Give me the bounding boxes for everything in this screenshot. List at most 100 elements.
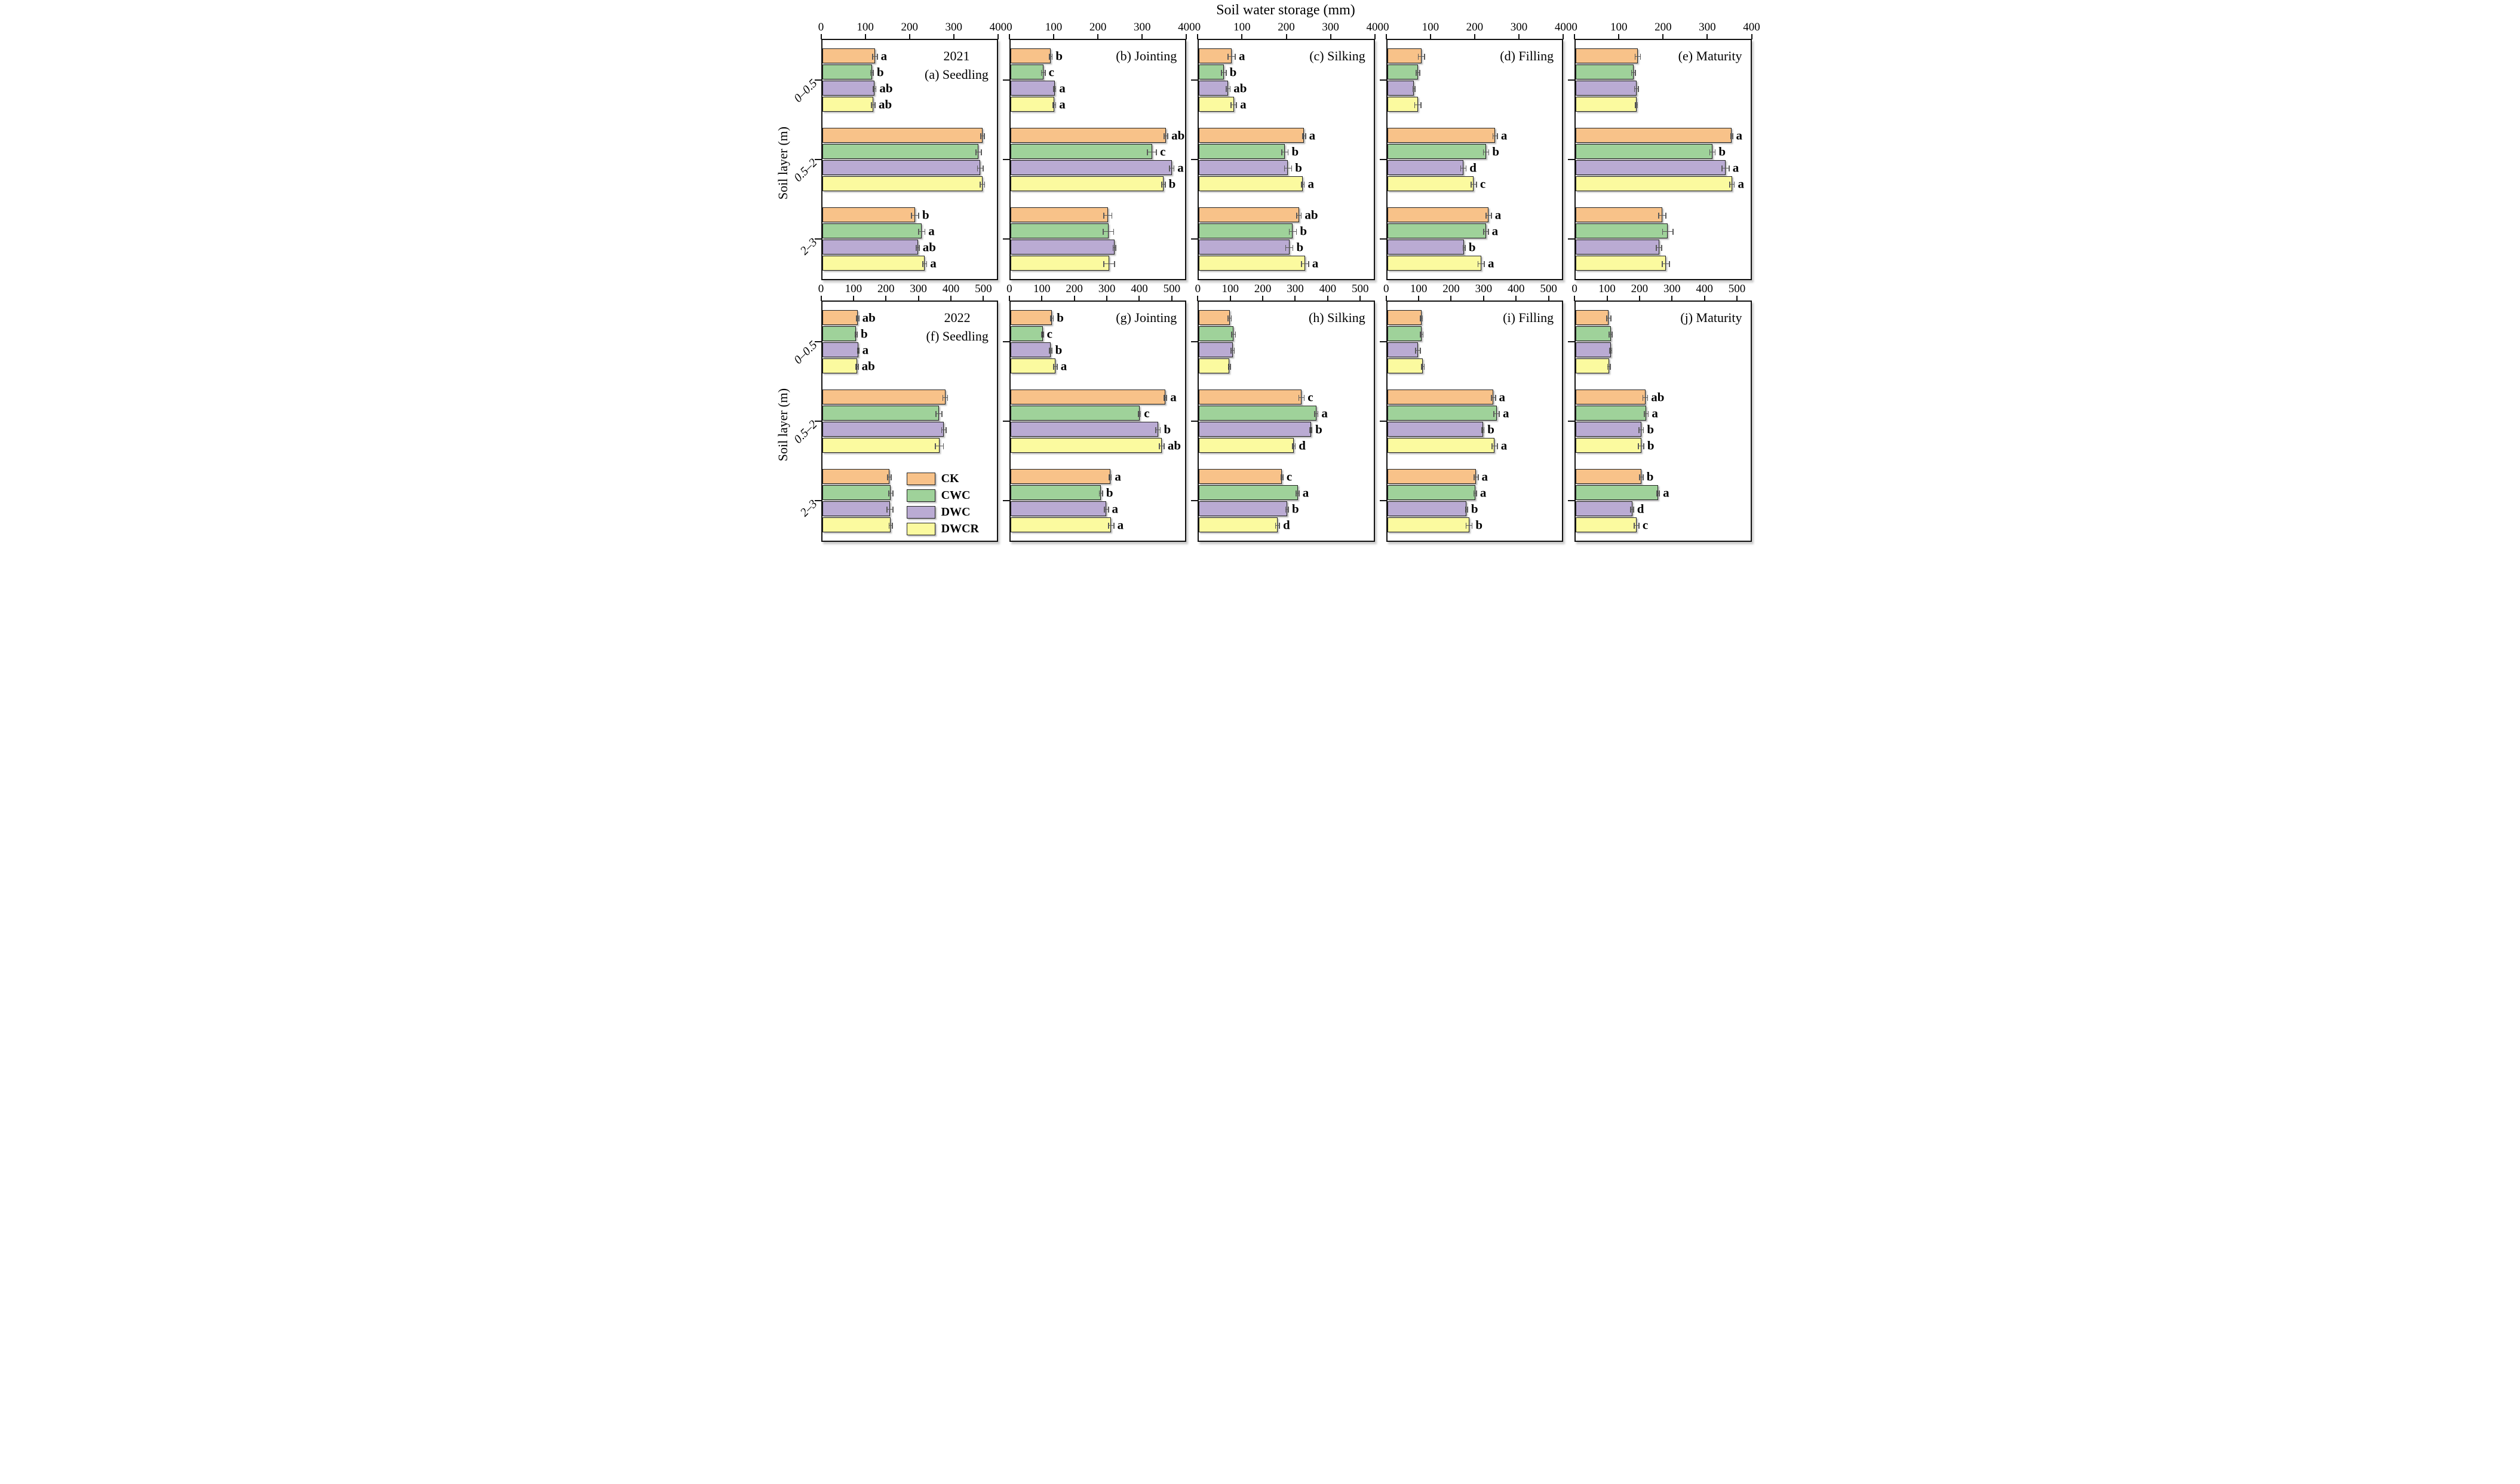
panel-title: (b) Jointing bbox=[1116, 47, 1177, 66]
bar-row: c bbox=[1010, 143, 1185, 160]
sig-letter: b bbox=[1106, 485, 1113, 499]
legend-item-DWCR: DWCR bbox=[906, 522, 979, 536]
soil-water-storage-figure: Soil water storage (mm) Soil layer (m) 0 1… bbox=[763, 0, 1760, 554]
bar-row bbox=[1387, 326, 1562, 342]
error-bar bbox=[1471, 181, 1477, 188]
bar-row: b bbox=[1199, 501, 1373, 517]
bar-DWC bbox=[1387, 342, 1419, 357]
y-tick-mark bbox=[1568, 158, 1576, 161]
axis-tick-label: 0 bbox=[1195, 283, 1201, 295]
error-bar bbox=[1634, 522, 1640, 529]
error-bar bbox=[1230, 347, 1235, 354]
chart-title: Soil water storage (mm) bbox=[1216, 2, 1355, 18]
bar-row bbox=[1010, 239, 1185, 255]
axis-tick-label: 300 bbox=[1510, 21, 1528, 33]
panel-tag: (i) Filling bbox=[1503, 310, 1554, 325]
bar-DWCR bbox=[822, 438, 940, 453]
axis-tick-label: 300 bbox=[945, 21, 963, 33]
axis-tick-label: 400 bbox=[1319, 283, 1337, 295]
bar-DWCR bbox=[1010, 97, 1054, 112]
chart-row-2022: Soil layer (m) 0 100 200 300 400 500 2022 (f) Se… bbox=[765, 281, 1752, 542]
bar-row: a bbox=[1010, 517, 1185, 533]
bar-CWC bbox=[822, 485, 891, 500]
axis-tick-label: 400 bbox=[1743, 21, 1760, 33]
sig-letter: c bbox=[1642, 517, 1649, 532]
bar-row bbox=[822, 389, 997, 405]
legend: CK CWC DWC DWCR bbox=[906, 472, 979, 536]
sig-letter: a bbox=[1738, 176, 1744, 191]
axis-tick-mark bbox=[1294, 296, 1296, 301]
axis-tick-mark bbox=[1548, 296, 1549, 301]
error-bar bbox=[872, 85, 877, 92]
bar-row: b bbox=[1199, 239, 1373, 255]
bar-DWC bbox=[1387, 422, 1483, 437]
axis-tick-mark bbox=[1138, 296, 1140, 301]
bar-CK bbox=[1199, 469, 1282, 484]
bar-CWC bbox=[1199, 326, 1234, 341]
error-bar bbox=[1230, 331, 1237, 338]
axis-tick-label: 0 bbox=[1383, 21, 1389, 33]
axis-tick-label: 0 bbox=[1006, 21, 1012, 33]
axis-tick-mark bbox=[1429, 34, 1431, 39]
error-bar bbox=[1483, 228, 1489, 235]
bar-row: c bbox=[1199, 468, 1373, 485]
y-tick-mark bbox=[1002, 158, 1011, 161]
axis-tick-label: 300 bbox=[1663, 283, 1681, 295]
bar-CWC bbox=[1199, 485, 1298, 500]
error-bar bbox=[1415, 69, 1420, 76]
group-0–0.5: 0–0.5 ab b a ab bbox=[791, 309, 997, 374]
axis-tick-label: 400 bbox=[942, 283, 960, 295]
error-bar bbox=[1040, 69, 1046, 76]
panel-f: 0 100 200 300 400 500 2022 (f) Seedling 0–0.5 ab b… bbox=[791, 281, 998, 542]
error-bar bbox=[1421, 363, 1425, 370]
axis-tick-mark bbox=[1327, 296, 1328, 301]
panel-title: 2021 (a) Seedling bbox=[925, 47, 989, 84]
bar-row bbox=[1576, 207, 1750, 223]
bar-row: a bbox=[1199, 127, 1373, 143]
sig-letter: a bbox=[1240, 97, 1247, 111]
bar-CK bbox=[1010, 207, 1108, 222]
axis-tick-mark bbox=[1474, 34, 1475, 39]
panel-title: (j) Maturity bbox=[1680, 309, 1742, 327]
bar-row: a bbox=[1199, 96, 1373, 112]
panel-tag: (d) Filling bbox=[1500, 48, 1554, 63]
bar-row bbox=[1576, 358, 1750, 374]
bar-row: b bbox=[1010, 421, 1185, 437]
y-tick-mark bbox=[1191, 499, 1199, 502]
bar-row bbox=[1010, 223, 1185, 239]
y-tick-mark bbox=[1379, 238, 1388, 240]
panel-h: 0 100 200 300 400 500 (h) Silking c a b d c a b d bbox=[1191, 281, 1375, 542]
bar-CWC bbox=[1199, 65, 1224, 79]
axis-tick-mark bbox=[917, 296, 919, 301]
bar-CWC bbox=[1387, 485, 1475, 500]
error-bar bbox=[1227, 53, 1236, 60]
y-tick-mark bbox=[814, 79, 822, 81]
axis-tick-mark bbox=[1450, 296, 1452, 301]
legend-label: CWC bbox=[941, 489, 971, 502]
chart-rows: Soil layer (m) 0 100 200 300 400 2021 (a) Seedl… bbox=[765, 20, 1760, 542]
bar-row: ab bbox=[822, 239, 997, 255]
sig-letter: a bbox=[1502, 406, 1509, 420]
axis-tick-mark bbox=[1241, 34, 1243, 39]
axis-tick-label: 200 bbox=[1631, 283, 1649, 295]
error-bar bbox=[1104, 506, 1110, 513]
sig-letter: ab bbox=[1651, 390, 1665, 404]
bar-DWC bbox=[822, 240, 918, 255]
axis-tick-mark bbox=[1097, 34, 1099, 39]
axis-tick-mark bbox=[1041, 296, 1043, 301]
bar-row: a bbox=[1387, 127, 1562, 143]
bar-DWCR bbox=[1387, 517, 1469, 532]
year-label: 2022 bbox=[944, 310, 971, 325]
sig-letter: d bbox=[1469, 160, 1477, 174]
y-tick-mark bbox=[1002, 420, 1011, 422]
bar-row: b bbox=[1576, 143, 1750, 160]
error-bar bbox=[980, 181, 986, 188]
error-bar bbox=[1288, 228, 1297, 235]
bar-CK bbox=[1010, 48, 1051, 63]
bar-CK bbox=[822, 390, 946, 404]
y-tick-mark bbox=[1191, 420, 1199, 422]
bar-DWCR bbox=[1199, 517, 1278, 532]
sig-letter: d bbox=[1637, 501, 1644, 516]
bar-row: a bbox=[1199, 48, 1373, 64]
